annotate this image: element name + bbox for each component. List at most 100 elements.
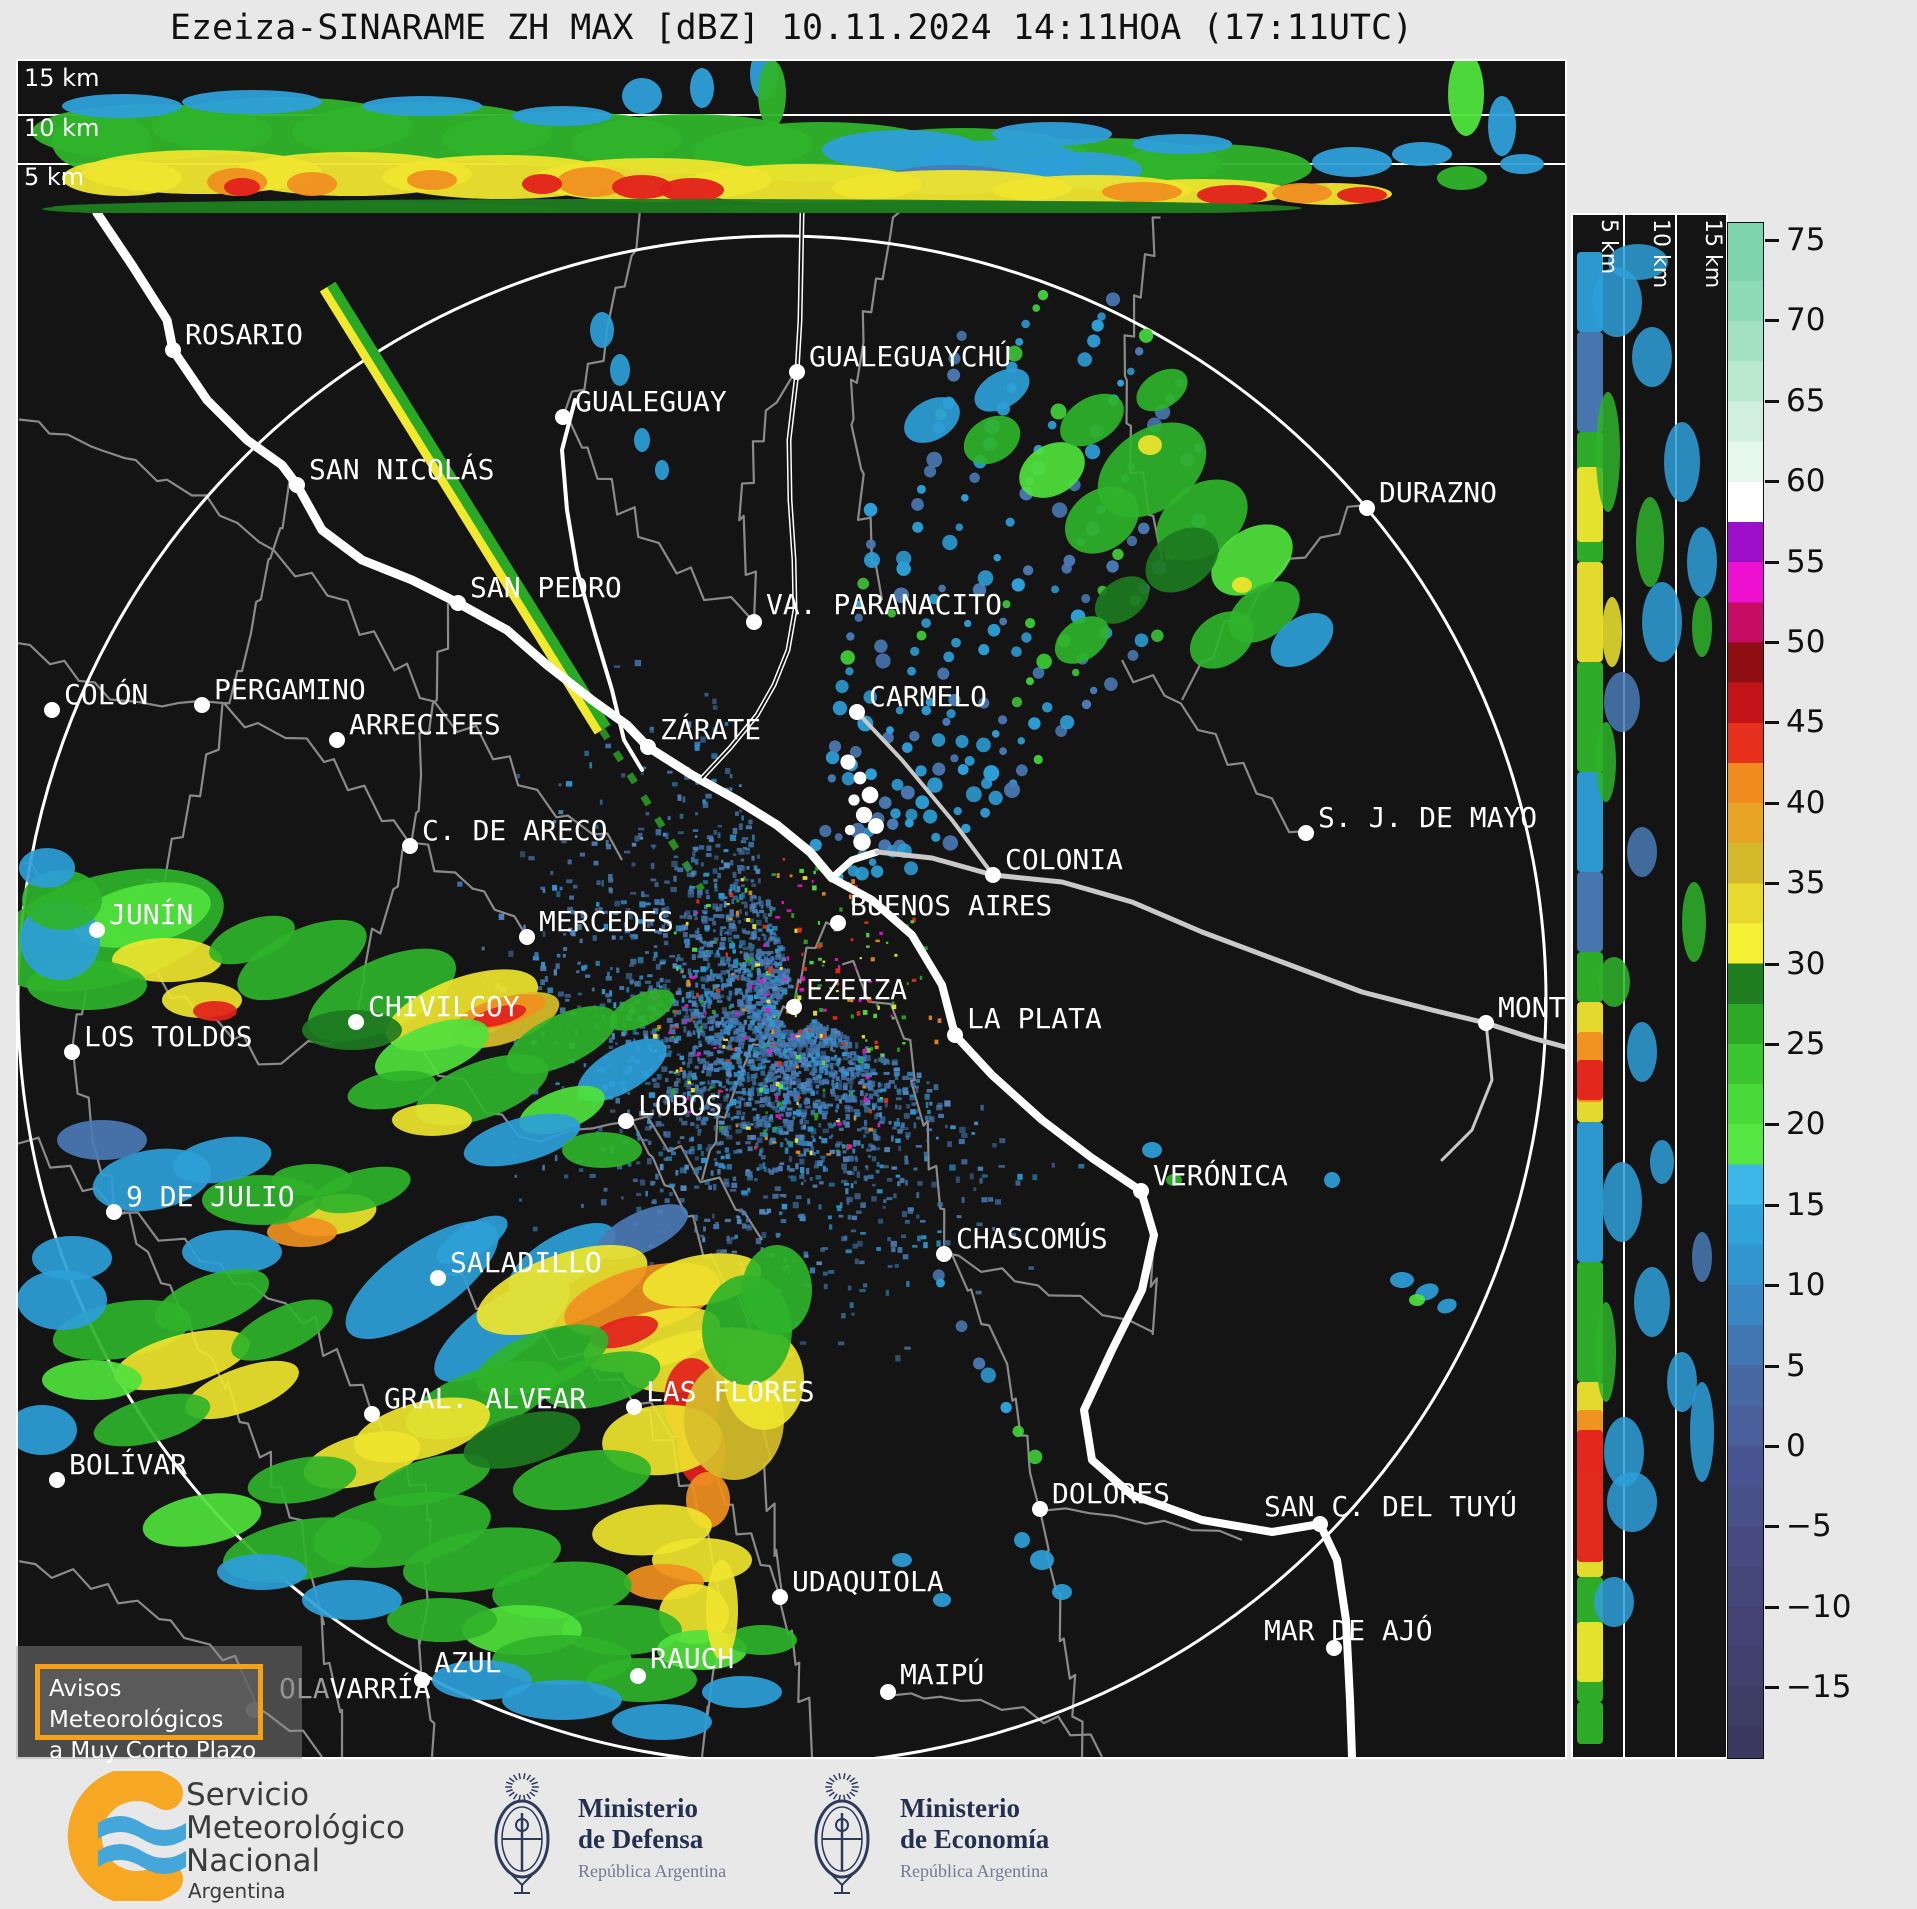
city-dot (1326, 1640, 1342, 1656)
city-label: PERGAMINO (214, 673, 366, 706)
city-marker-maip-: MAIPÚ (880, 1657, 984, 1700)
city-dot (1312, 1516, 1328, 1532)
city-label: COLÓN (64, 677, 148, 711)
dbz-colorbar (1727, 222, 1764, 1759)
city-marker-udaquiola: UDAQUIOLA (772, 1565, 944, 1605)
colorbar-tick-label: 65 (1786, 382, 1826, 419)
warning-overlay: Avisos Meteorológicos a Muy Corto Plazo (16, 1646, 302, 1764)
city-label: CHIVILCOY (368, 990, 520, 1023)
colorbar-tick (1765, 1525, 1779, 1529)
colorbar-tick (1765, 641, 1779, 644)
city-dot (1359, 500, 1375, 516)
city-dot (165, 342, 181, 358)
city-dot (329, 732, 345, 748)
city-label: GUALEGUAYCHÚ (809, 339, 1011, 373)
city-marker-los-toldos: LOS TOLDOS (64, 1020, 253, 1060)
colorbar-tick (1765, 1364, 1779, 1368)
city-marker-azul: AZUL (414, 1646, 501, 1688)
city-dot (414, 1672, 430, 1688)
ministry-economia-republic: República Argentina (900, 1861, 1049, 1881)
city-dot (1133, 1183, 1149, 1199)
city-marker-ver-nica: VERÓNICA (1133, 1158, 1288, 1199)
colorbar-tick-label: 20 (1786, 1106, 1826, 1143)
altitude-label: 5 km (24, 163, 85, 191)
city-dot (618, 1113, 634, 1129)
city-marker-san-c-del-tuy-: SAN C. DEL TUYÚ (1264, 1489, 1517, 1532)
city-dot (947, 1027, 963, 1043)
city-marker-gral-alvear: GRAL. ALVEAR (364, 1382, 586, 1422)
city-label: CARMELO (869, 680, 987, 713)
colorbar-tick-label: 0 (1786, 1428, 1806, 1464)
city-label: SAN NICOLÁS (309, 452, 494, 486)
city-label: DOLORES (1052, 1477, 1170, 1510)
city-dot (430, 1270, 446, 1286)
city-label: EZEIZA (806, 973, 907, 1006)
city-dot (936, 1246, 952, 1262)
city-marker-c-de-areco: C. DE ARECO (402, 814, 607, 854)
city-label: VA. PARANACITO (766, 588, 1002, 621)
city-label: ARRECIFES (349, 708, 501, 741)
altitude-label: 15 km (1700, 219, 1725, 289)
city-marker-va-paranacito: VA. PARANACITO (746, 588, 1002, 630)
colorbar-tick-label: 75 (1786, 222, 1826, 258)
city-marker-montevideo: MONTEV (1478, 991, 1567, 1031)
city-marker-san-pedro: SAN PEDRO (450, 571, 622, 611)
city-dot (364, 1406, 380, 1422)
city-dot (89, 922, 105, 938)
city-dot (640, 739, 656, 755)
city-label: BOLÍVAR (69, 1447, 187, 1481)
city-marker-saladillo: SALADILLO (430, 1246, 602, 1286)
city-label: S. J. DE MAYO (1318, 801, 1537, 834)
city-label: LOS TOLDOS (84, 1020, 253, 1053)
city-label: SAN C. DEL TUYÚ (1264, 1489, 1517, 1523)
radar-map-panel: ROSARIO SAN NICOLÁS GUALEGUAY GUALEGUAYCHÚ D… (16, 213, 1567, 1759)
city-dot (772, 1589, 788, 1605)
colorbar-tick-label: 55 (1786, 543, 1826, 580)
city-marker-la-plata: LA PLATA (947, 1002, 1102, 1043)
colorbar-tick-label: 50 (1786, 624, 1826, 660)
short-term-warnings-box[interactable]: Avisos Meteorológicos a Muy Corto Plazo (35, 1664, 263, 1764)
city-marker-chascom-s: CHASCOMÚS (936, 1221, 1108, 1262)
city-dot (1032, 1501, 1048, 1517)
city-marker-mercedes: MERCEDES (519, 905, 674, 945)
city-dot (289, 477, 305, 493)
city-label: OLAVARRÍA (279, 1671, 431, 1705)
colorbar-tick-label: −15 (1786, 1669, 1852, 1706)
colorbar-tick (1765, 1123, 1779, 1127)
colorbar-tick-label: 60 (1786, 463, 1826, 500)
city-label: DURAZNO (1379, 476, 1497, 509)
city-dot (1478, 1015, 1494, 1031)
city-dot (555, 409, 571, 425)
city-label: MONTEV (1498, 991, 1567, 1024)
city-label: ROSARIO (185, 318, 303, 351)
radar-map-canvas: ROSARIO SAN NICOLÁS GUALEGUAY GUALEGUAYCHÚ D… (18, 213, 1567, 1757)
city-label: RAUCH (650, 1642, 734, 1675)
city-label: MAIPÚ (900, 1657, 984, 1691)
city-marker-carmelo: CARMELO (849, 680, 987, 720)
city-marker-gualeguay: GUALEGUAY (555, 385, 727, 425)
top-xsec-canvas (18, 61, 1565, 213)
city-label: UDAQUIOLA (792, 1565, 944, 1598)
city-dot (626, 1399, 642, 1415)
colorbar-tick-label: 45 (1786, 704, 1826, 741)
colorbar-tick (1765, 1203, 1779, 1207)
colorbar-tick-label: −10 (1786, 1588, 1852, 1625)
city-marker-mar-de-aj-: MAR DE AJÓ (1264, 1613, 1433, 1656)
city-marker-dolores: DOLORES (1032, 1477, 1170, 1517)
vertical-cross-section-right: 5 km 10 km 15 km (1571, 213, 1728, 1759)
colorbar-tick (1765, 1445, 1779, 1448)
city-label: MAR DE AJÓ (1264, 1613, 1433, 1647)
city-marker-ezeiza: EZEIZA (786, 973, 907, 1015)
city-label: LAS FLORES (646, 1375, 815, 1408)
colorbar-tick-label: 70 (1786, 302, 1826, 339)
ministry-economia-name: Ministerio de Economía (900, 1793, 1050, 1854)
city-label: BUENOS AIRES (850, 889, 1052, 922)
altitude-label: 15 km (24, 64, 100, 92)
colorbar-tick (1765, 1686, 1779, 1690)
city-dot (880, 1684, 896, 1700)
argentina-coat-of-arms-icon (814, 1773, 870, 1894)
city-label: 9 DE JULIO (126, 1180, 295, 1213)
city-marker-san-nicol-s: SAN NICOLÁS (289, 452, 494, 493)
city-marker-rauch: RAUCH (630, 1642, 734, 1684)
